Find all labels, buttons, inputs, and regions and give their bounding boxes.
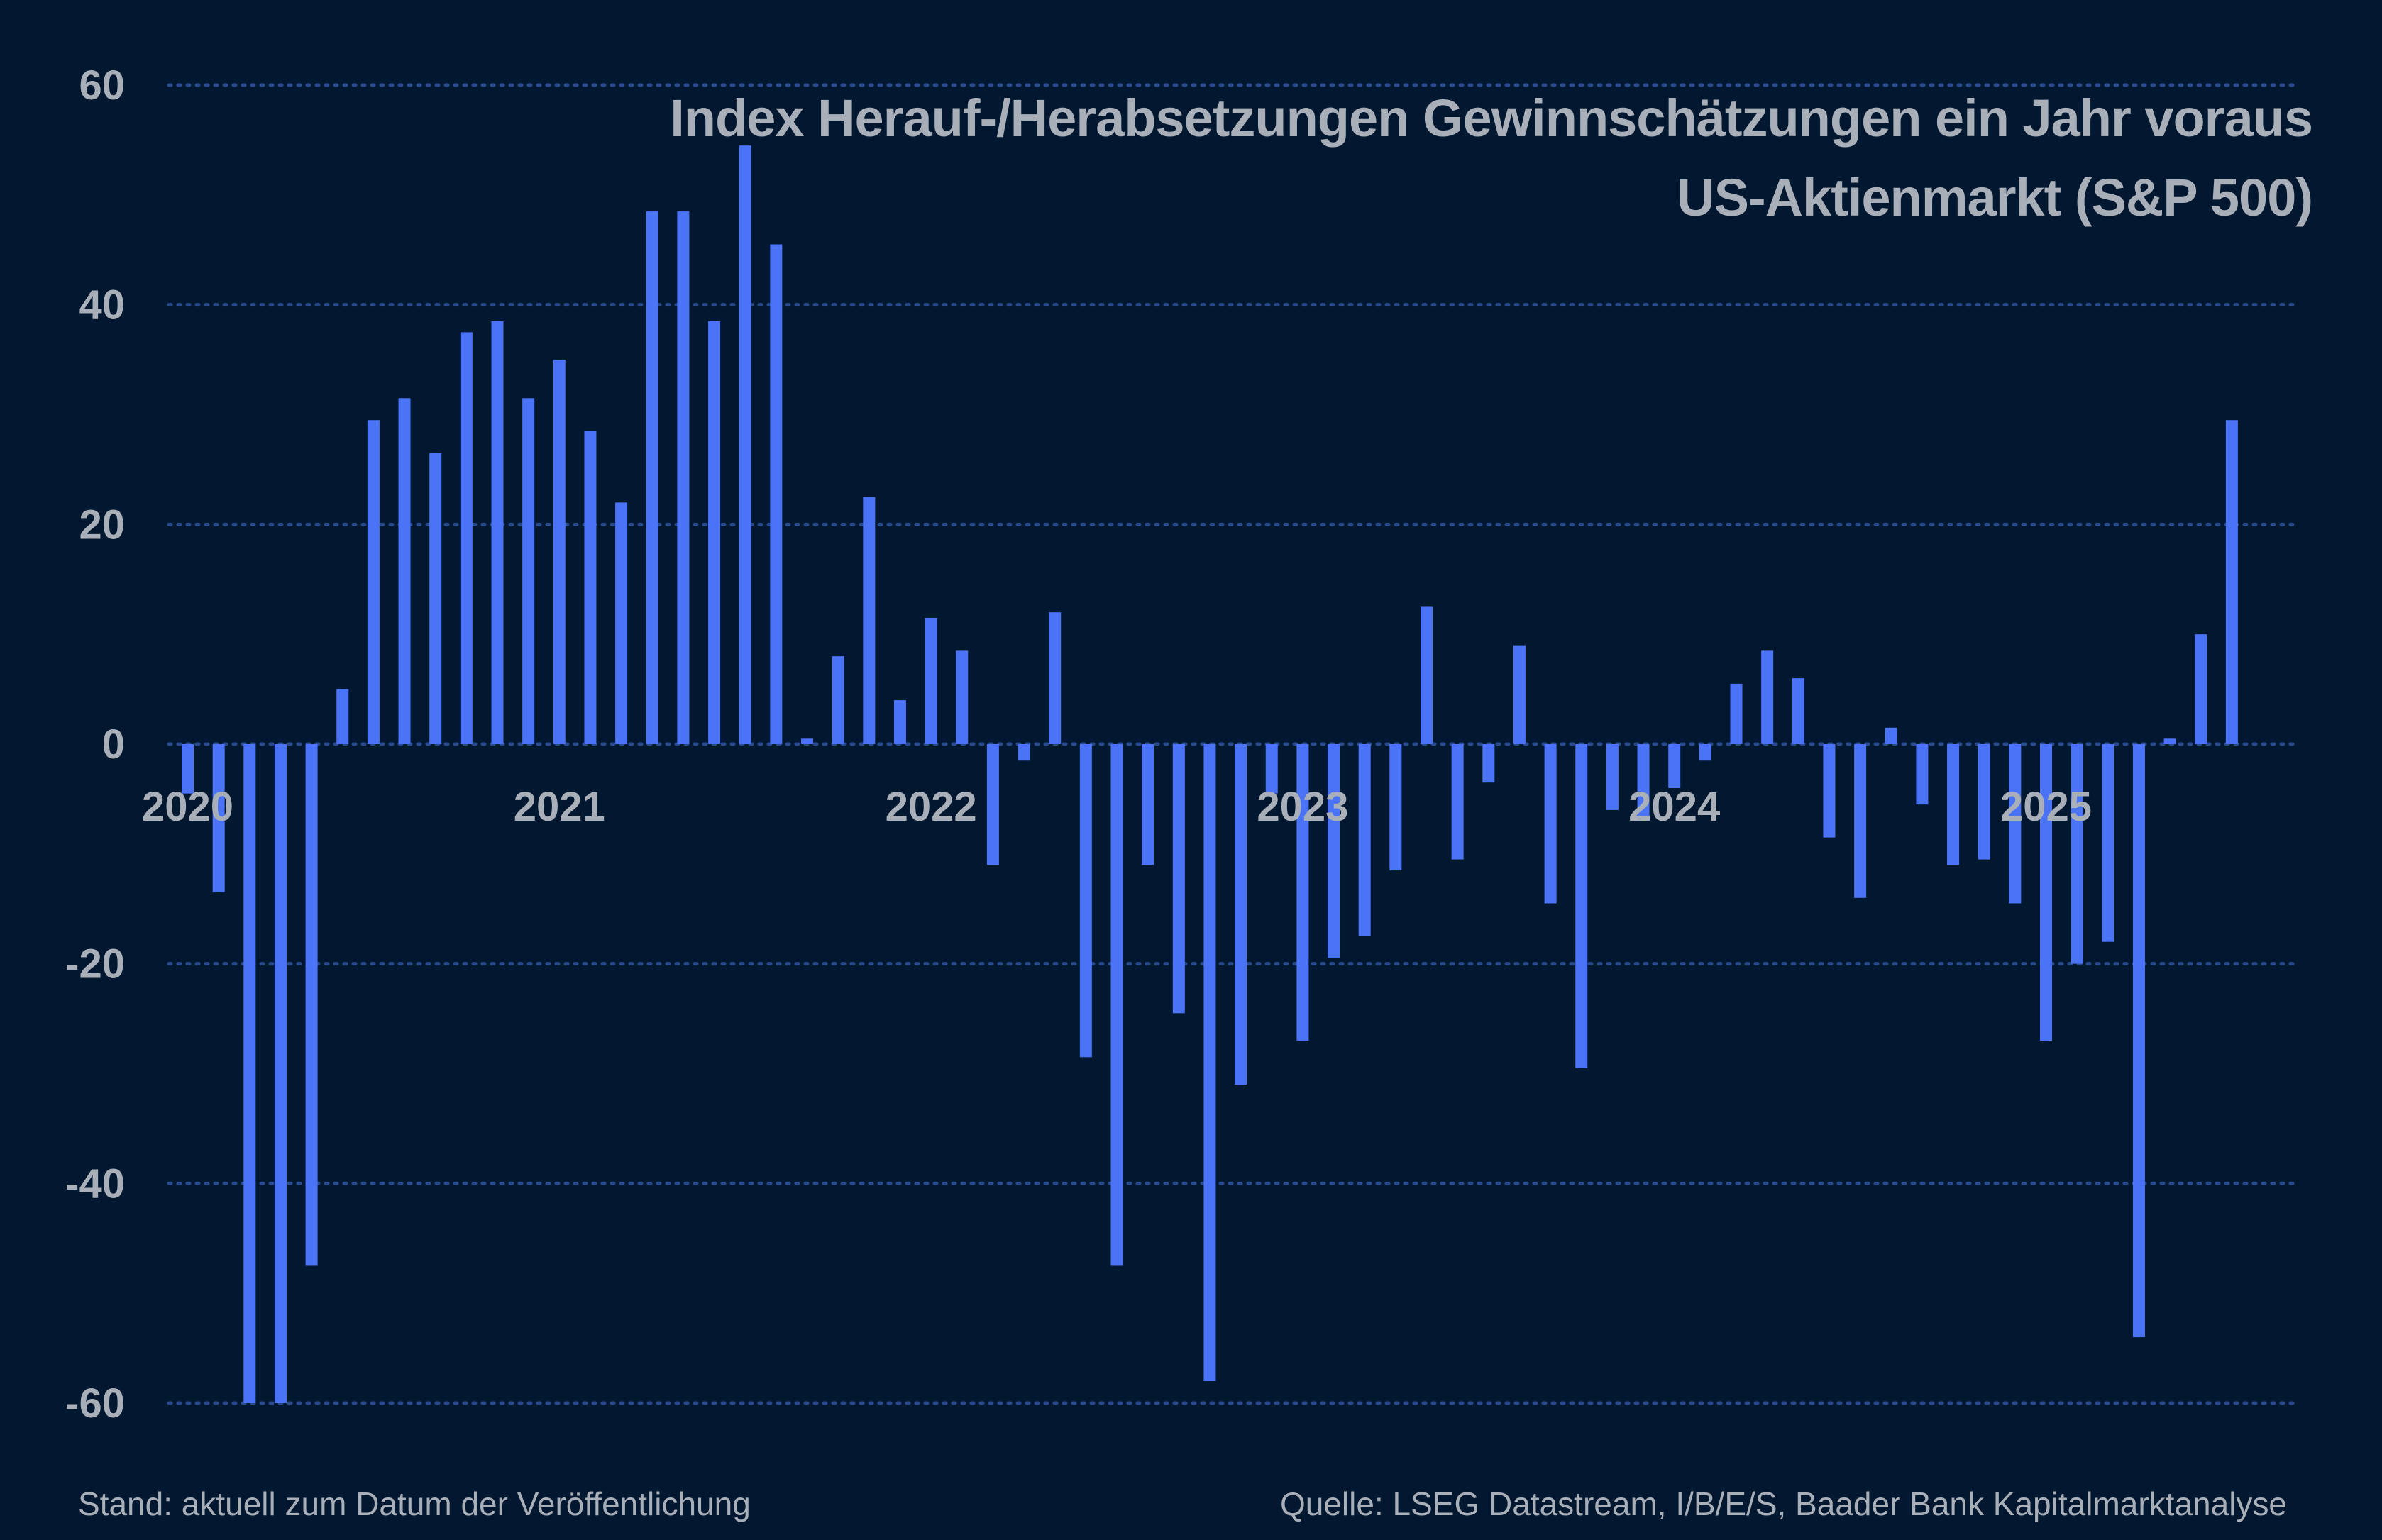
bar [1421, 606, 1433, 744]
bar [243, 744, 256, 1403]
bar [986, 744, 999, 865]
bar [615, 502, 628, 744]
bar [2071, 744, 2083, 964]
bar [1049, 612, 1062, 744]
bar [1792, 678, 1804, 744]
bar [429, 453, 442, 744]
bar [925, 617, 937, 744]
bar [584, 431, 597, 744]
bar [1482, 744, 1495, 783]
bar [1328, 744, 1340, 958]
bar [274, 744, 287, 1403]
bar [1761, 650, 1774, 744]
y-tick-label: 60 [79, 62, 125, 109]
bar [336, 689, 349, 744]
bar [770, 244, 783, 745]
bar [2102, 744, 2114, 942]
bar [1544, 744, 1557, 904]
bar [2195, 634, 2207, 744]
bar [1730, 683, 1743, 744]
bar [708, 321, 721, 744]
bar [1606, 744, 1619, 810]
bar [1854, 744, 1867, 898]
y-tick-label: 40 [79, 282, 125, 328]
bar [1699, 744, 1711, 761]
bar [1079, 744, 1092, 1058]
bar [2225, 420, 2238, 744]
bar [1916, 744, 1929, 805]
bar [367, 420, 380, 744]
y-tick-label: -60 [65, 1380, 125, 1427]
bar [491, 321, 504, 744]
bar [1575, 744, 1588, 1068]
bar [2163, 738, 2176, 744]
bar [1172, 744, 1185, 1014]
bar [1018, 744, 1030, 761]
chart-subtitle: US-Aktienmarkt (S&P 500) [1677, 168, 2313, 227]
y-tick-label: 0 [102, 721, 125, 768]
bar [1451, 744, 1464, 860]
x-tick-label: 2021 [514, 784, 605, 830]
y-tick-label: -40 [65, 1160, 125, 1207]
chart-title: Index Herauf-/Herabsetzungen Gewinnschät… [670, 89, 2313, 148]
bar [398, 398, 411, 744]
bar [1389, 744, 1402, 871]
x-tick-label: 2025 [2000, 784, 2092, 830]
bar [893, 700, 906, 744]
bar [801, 738, 813, 744]
bar [1296, 744, 1309, 1041]
footer-status-note: Stand: aktuell zum Datum der Veröffentli… [78, 1485, 751, 1522]
bar [739, 145, 751, 745]
bar [1947, 744, 1960, 865]
bar [832, 656, 844, 744]
bar [212, 744, 225, 893]
bar [1203, 744, 1216, 1382]
x-tick-label: 2023 [1257, 784, 1348, 830]
x-tick-label: 2020 [142, 784, 233, 830]
bar [1265, 744, 1278, 794]
bar [1978, 744, 1990, 860]
bar [1668, 744, 1681, 788]
y-tick-label: -20 [65, 941, 125, 987]
bar [460, 332, 473, 744]
footer-source-note: Quelle: LSEG Datastream, I/B/E/S, Baader… [1279, 1485, 2287, 1522]
x-tick-label: 2022 [886, 784, 977, 830]
bar [553, 360, 566, 744]
bar [956, 650, 969, 744]
bar [1358, 744, 1371, 936]
y-tick-label: 20 [79, 502, 125, 548]
x-tick-label: 2024 [1628, 784, 1720, 830]
bar [2040, 744, 2052, 1041]
bar [1823, 744, 1836, 838]
bar [1142, 744, 1154, 865]
bar [677, 211, 690, 744]
bar [1513, 645, 1526, 744]
bar [2009, 744, 2022, 904]
bar [182, 744, 194, 794]
bar [1110, 744, 1123, 1266]
bar [522, 398, 535, 744]
bar [1885, 727, 1897, 744]
bar [305, 744, 318, 1266]
bar [646, 211, 658, 744]
bar [1235, 744, 1247, 1085]
bar [2132, 744, 2145, 1338]
bar [1637, 744, 1650, 821]
bar [863, 497, 876, 744]
